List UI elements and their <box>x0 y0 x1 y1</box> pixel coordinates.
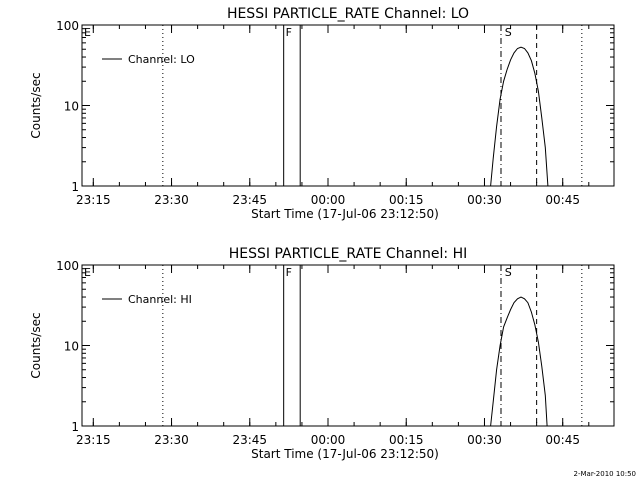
x-tick-label: 00:30 <box>467 433 502 447</box>
y-tick-label: 10 <box>64 340 79 354</box>
x-tick-label: 23:45 <box>232 433 267 447</box>
data-series-line <box>490 296 548 427</box>
event-marker-label: E <box>84 266 91 279</box>
x-tick-label: 23:30 <box>154 433 189 447</box>
y-axis-label: Counts/sec <box>29 312 43 378</box>
legend-label: Channel: LO <box>128 53 195 66</box>
y-tick-label: 1 <box>71 180 79 194</box>
event-marker-label: F <box>286 26 292 39</box>
x-tick-label: 00:45 <box>545 193 580 207</box>
date-stamp: 2-Mar-2010 10:50 <box>574 470 636 478</box>
chart-panel-hi: HESSI PARTICLE_RATE Channel: HI Counts/se… <box>29 246 615 461</box>
x-axis-label: Start Time (17-Jul-06 23:12:50) <box>251 207 439 221</box>
x-tick-label: 23:15 <box>76 433 111 447</box>
x-tick-label: 00:15 <box>389 193 424 207</box>
plot-frame <box>81 264 615 427</box>
event-marker-label: S <box>505 266 512 279</box>
x-tick-label: 23:45 <box>232 193 267 207</box>
x-tick-label: 00:15 <box>389 433 424 447</box>
event-marker-label: E <box>84 26 91 39</box>
data-series-line <box>490 46 549 187</box>
x-axis-label: Start Time (17-Jul-06 23:12:50) <box>251 447 439 461</box>
chart-panel-lo: HESSI PARTICLE_RATE Channel: LO Counts/se… <box>29 6 615 221</box>
y-tick-label: 100 <box>56 19 79 33</box>
x-tick-label: 23:15 <box>76 193 111 207</box>
chart-title: HESSI PARTICLE_RATE Channel: HI <box>229 246 467 262</box>
y-axis-label: Counts/sec <box>29 72 43 138</box>
event-marker-label: S <box>505 26 512 39</box>
chart-title: HESSI PARTICLE_RATE Channel: LO <box>227 6 469 22</box>
y-tick-label: 1 <box>71 420 79 434</box>
legend-label: Channel: HI <box>128 293 192 306</box>
x-tick-label: 00:45 <box>545 433 580 447</box>
y-tick-label: 100 <box>56 259 79 273</box>
event-marker-label: F <box>286 266 292 279</box>
x-tick-label: 00:00 <box>311 193 346 207</box>
x-tick-label: 23:30 <box>154 193 189 207</box>
x-tick-label: 00:30 <box>467 193 502 207</box>
x-tick-label: 00:00 <box>311 433 346 447</box>
plot-frame <box>81 24 615 187</box>
y-tick-label: 10 <box>64 100 79 114</box>
